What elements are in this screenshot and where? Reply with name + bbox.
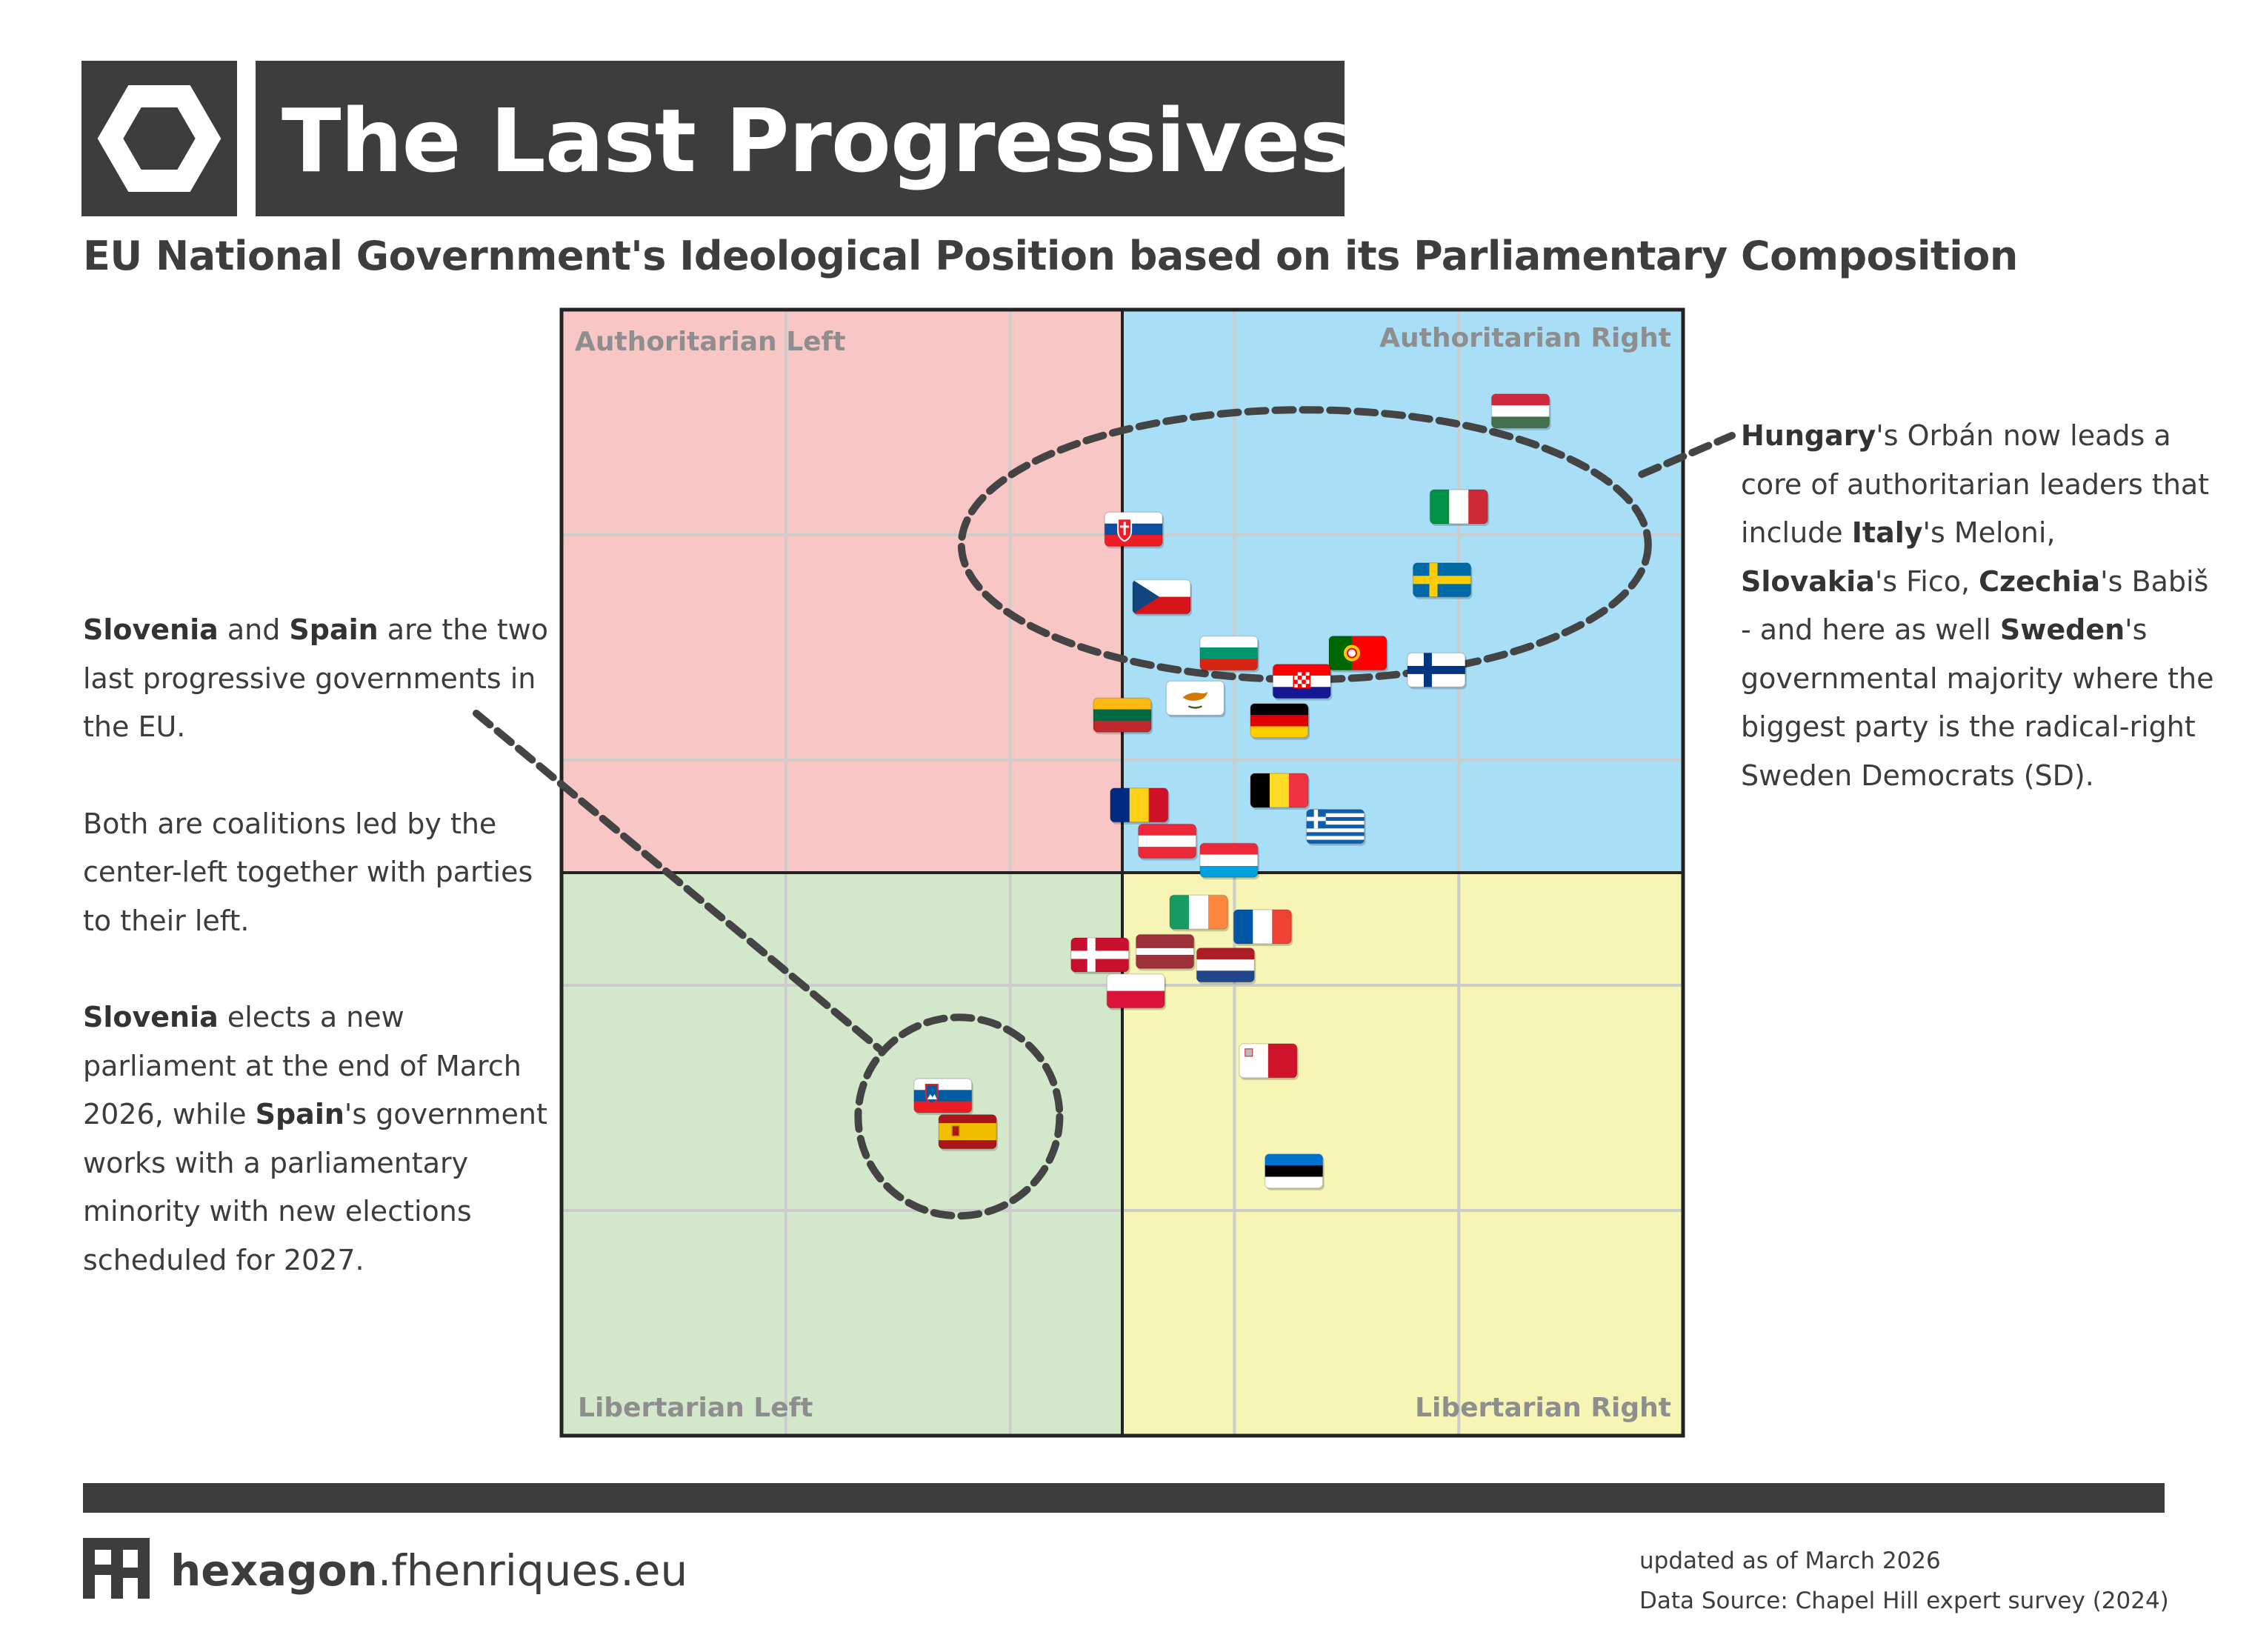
country-highlight: Spain <box>255 1098 344 1130</box>
footer-brand-bold: hexagon <box>170 1545 378 1596</box>
flag-belgium-icon <box>1250 773 1310 810</box>
callout-leader-right <box>1638 432 1736 479</box>
header-logo-box <box>81 61 237 216</box>
quadrant-libertarian-left <box>562 873 1122 1436</box>
flag-germany-icon <box>1250 703 1310 740</box>
country-highlight: Hungary <box>1741 419 1876 452</box>
callout-circle-progressive <box>854 1013 1064 1220</box>
annotation-left-paragraph: Both are coalitions led by the center-le… <box>83 807 533 937</box>
country-highlight: Slovenia <box>83 613 219 646</box>
flag-portugal-icon <box>1328 635 1388 673</box>
flag-finland-icon <box>1407 652 1467 690</box>
flag-luxembourg-icon <box>1199 842 1259 880</box>
page-title: The Last Progressives <box>282 90 1352 192</box>
flag-austria-icon <box>1137 823 1198 861</box>
flag-ireland-icon <box>1169 894 1229 932</box>
quadrant-label-authoritarian-left: Authoritarian Left <box>575 327 845 357</box>
quadrant-label-libertarian-left: Libertarian Left <box>578 1393 813 1423</box>
quadrant-authoritarian-right <box>1122 310 1683 873</box>
flag-romania-icon <box>1109 787 1170 825</box>
annotation-left-paragraph: Slovenia and Spain are the two last prog… <box>83 613 548 743</box>
flag-slovenia-icon <box>913 1078 973 1115</box>
flag-france-icon <box>1233 909 1293 946</box>
chart-frame <box>559 307 1685 1438</box>
flag-croatia-icon <box>1272 663 1333 701</box>
country-flags <box>913 393 1551 1190</box>
footer-bar <box>83 1483 2165 1513</box>
footer-brand: hexagon.fhenriques.eu <box>170 1545 687 1596</box>
quadrant-labels: Authoritarian Left Authoritarian Right Lib… <box>575 323 1671 1423</box>
flag-cyprus-icon <box>1165 680 1226 718</box>
quadrant-label-libertarian-right: Libertarian Right <box>1415 1393 1671 1423</box>
annotation-right-paragraph: Hungary's Orbán now leads a core of auth… <box>1741 419 2214 792</box>
country-highlight: Italy <box>1851 516 1923 549</box>
flag-spain-icon <box>938 1113 999 1151</box>
data-source: Data Source: Chapel Hill expert survey (… <box>1639 1588 2169 1614</box>
footer-meta: updated as of March 2026 Data Source: Ch… <box>1639 1541 2169 1621</box>
annotation-left-paragraph: Slovenia elects a new parliament at the … <box>83 1001 547 1276</box>
footer-brand-rest: .fhenriques.eu <box>377 1545 688 1596</box>
flag-hungary-icon <box>1490 393 1551 430</box>
flag-malta-icon <box>1239 1043 1299 1080</box>
quadrant-backgrounds <box>562 310 1683 1436</box>
hexagon-icon <box>97 85 221 192</box>
flag-poland-icon <box>1106 973 1167 1010</box>
flag-estonia-icon <box>1264 1153 1325 1190</box>
flag-bulgaria-icon <box>1199 635 1259 673</box>
flag-latvia-icon <box>1135 933 1196 971</box>
country-highlight: Czechia <box>1979 564 2101 598</box>
page-subtitle: EU National Government's Ideological Pos… <box>83 233 2018 279</box>
flag-netherlands-icon <box>1196 947 1256 985</box>
quadrant-label-authoritarian-right: Authoritarian Right <box>1379 323 1671 353</box>
quadrant-authoritarian-left <box>562 310 1122 873</box>
country-highlight: Spain <box>289 613 379 646</box>
flag-slovakia-icon <box>1104 511 1165 549</box>
callout-leader-left <box>473 710 883 1053</box>
annotation-left: Slovenia and Spain are the two last prog… <box>83 606 557 1285</box>
flag-lithuania-icon <box>1093 697 1153 735</box>
updated-date: updated as of March 2026 <box>1639 1548 1941 1574</box>
annotation-right: Hungary's Orbán now leads a core of auth… <box>1741 412 2215 800</box>
flag-italy-icon <box>1429 489 1490 526</box>
flag-sweden-icon <box>1412 562 1473 599</box>
title-box <box>256 61 1345 216</box>
flag-czechia-icon <box>1132 579 1192 616</box>
country-highlight: Slovakia <box>1741 564 1875 598</box>
flag-denmark-icon <box>1070 937 1130 974</box>
country-highlight: Slovenia <box>83 1001 219 1033</box>
fh-logo-icon <box>83 1538 150 1599</box>
country-highlight: Sweden <box>1999 613 2125 646</box>
flag-greece-icon <box>1305 808 1366 846</box>
